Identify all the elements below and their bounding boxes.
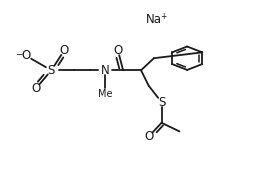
- Text: Na: Na: [146, 13, 162, 26]
- Text: Me: Me: [98, 89, 112, 99]
- Text: O: O: [21, 49, 30, 62]
- Text: S: S: [48, 64, 55, 77]
- Text: +: +: [160, 12, 167, 20]
- Text: O: O: [144, 130, 153, 143]
- Text: O: O: [60, 44, 69, 57]
- Text: O: O: [113, 44, 123, 57]
- Text: S: S: [158, 96, 165, 109]
- Text: N: N: [101, 64, 110, 77]
- Text: −: −: [15, 49, 22, 58]
- Text: O: O: [31, 82, 41, 95]
